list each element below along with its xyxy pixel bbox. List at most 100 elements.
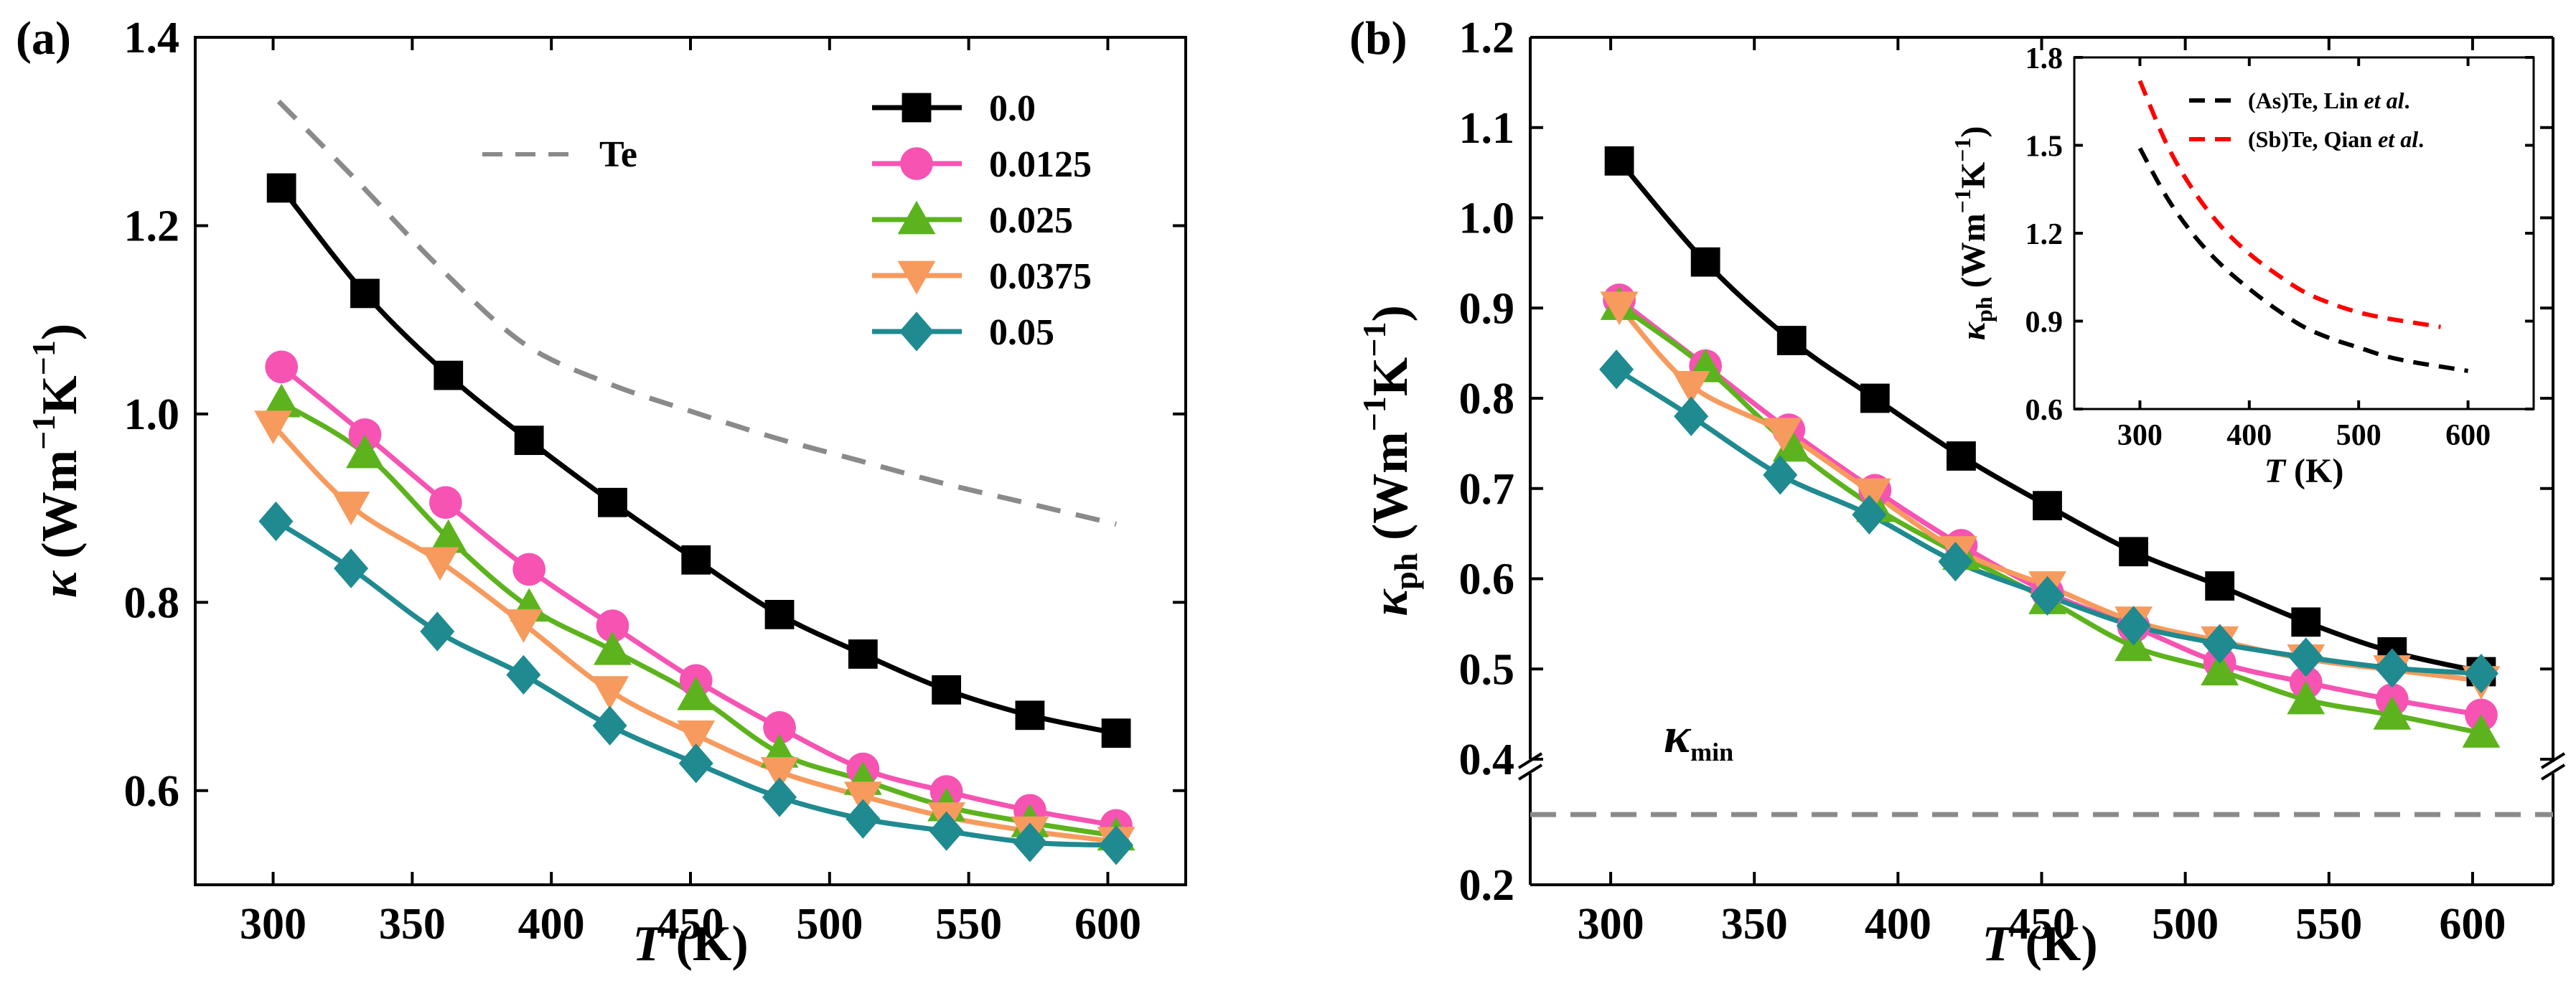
panel-b-xtick-label: 400 bbox=[1865, 900, 1931, 949]
panel-b-series-0-point bbox=[2291, 607, 2321, 637]
panel-a-xtick-label: 600 bbox=[1074, 900, 1141, 949]
panel-b-series-0-point bbox=[1690, 247, 1720, 277]
panel-b-ytick-label: 1.1 bbox=[1459, 104, 1515, 153]
inset-series-0-line bbox=[2137, 147, 2469, 373]
panel-b-series-2-point bbox=[1772, 428, 1811, 462]
panel-b-series-0-point bbox=[1947, 441, 1976, 471]
inset-series bbox=[2137, 80, 2469, 373]
legend-label-4: 0.05 bbox=[989, 312, 1054, 353]
panel-b-series bbox=[1599, 146, 2501, 748]
panel-a-series-4-point bbox=[846, 799, 881, 839]
panel-a-xtick-label: 450 bbox=[657, 900, 724, 949]
panel-b-ytick-label: 0.2 bbox=[1459, 861, 1515, 910]
panel-a-series-3-point bbox=[591, 676, 629, 710]
panel-b-series-0-point bbox=[2205, 571, 2235, 601]
legend-marker-0 bbox=[901, 93, 932, 123]
panel-a-series-2-point bbox=[594, 631, 632, 665]
panel-b-series-4-point bbox=[1938, 542, 1973, 582]
panel-b-y-title: κph (Wm−1K−1) bbox=[1356, 305, 1424, 616]
panel-a-series-0-point bbox=[932, 675, 962, 705]
panel-a-series-4-point bbox=[420, 611, 455, 652]
panel-b-ytick-label: 0.7 bbox=[1459, 465, 1515, 514]
panel-a-series-3-point bbox=[843, 781, 882, 816]
panel-b-ytick-label: 0.5 bbox=[1459, 645, 1515, 694]
panel-a-series-0-point bbox=[266, 173, 296, 203]
panel-a-label: (a) bbox=[16, 12, 71, 65]
panel-a-series-0-point bbox=[848, 639, 878, 669]
inset-ytick-label: 1.5 bbox=[2025, 131, 2064, 164]
panel-a-series-2-point bbox=[346, 434, 384, 469]
panel-b-ytick-label: 1.0 bbox=[1459, 194, 1515, 243]
inset-series-1-line bbox=[2137, 80, 2441, 329]
panel-a-series-4-point bbox=[592, 705, 627, 746]
legend-label-1: 0.0125 bbox=[989, 144, 1092, 185]
panel-a-series-1-point bbox=[265, 350, 298, 384]
panel-b-series-3-point bbox=[1672, 370, 1710, 405]
panel-a-series-2-point bbox=[677, 676, 716, 710]
panel-a-ytick-label: 1.2 bbox=[124, 202, 180, 250]
legend-items: 0.0 0.0125 0.025 0.0375 0.05 bbox=[872, 88, 1092, 353]
panel-b-ytick-label: 0.6 bbox=[1459, 555, 1515, 604]
inset-x-title: T (K) bbox=[2264, 452, 2344, 490]
panel-a-xtick-label: 300 bbox=[240, 900, 306, 949]
panel-b-series-4-point bbox=[1674, 396, 1709, 436]
inset-frame bbox=[2073, 56, 2535, 410]
panel-b-series-0-point bbox=[2033, 491, 2062, 521]
inset-ticks: 300 400 500 600 0.6 0.9 1.2 1.5 1.8 bbox=[2025, 42, 2534, 452]
legend-marker-2 bbox=[897, 200, 936, 235]
inset-ytick-label: 0.6 bbox=[2025, 394, 2064, 427]
legend-te: Te bbox=[482, 134, 637, 175]
panel-a-series-2-point bbox=[429, 519, 468, 553]
panel-a-series-0-point bbox=[1101, 718, 1131, 748]
panel-a-x-title: T (K) bbox=[632, 916, 748, 972]
inset-ytick-label: 0.9 bbox=[2025, 306, 2064, 339]
panel-b-xtick-label: 550 bbox=[2295, 900, 2362, 949]
legend-label-2: 0.025 bbox=[989, 200, 1073, 241]
panel-a-ytick-label: 0.8 bbox=[124, 578, 180, 627]
panel-a-xtick-label: 500 bbox=[796, 900, 863, 949]
panel-b-series-0-point bbox=[1604, 146, 1634, 176]
panel-a-xtick-label: 400 bbox=[518, 900, 585, 949]
panel-b-series-4-point bbox=[2288, 637, 2323, 677]
inset-xtick-label: 300 bbox=[2117, 419, 2163, 452]
panel-b-xtick-label: 350 bbox=[1721, 900, 1788, 949]
legend-marker-4 bbox=[899, 311, 934, 352]
legend-te-label: Te bbox=[599, 134, 637, 175]
inset-xtick-label: 600 bbox=[2445, 419, 2491, 452]
panel-a-series-4-point bbox=[678, 743, 713, 784]
panel-b-series-4-point bbox=[1599, 349, 1634, 390]
panel-a-series-0-point bbox=[350, 278, 380, 309]
inset-chart: 300 400 500 600 0.6 0.9 1.2 1.5 1.8 (As)Te, Lin … bbox=[1949, 42, 2535, 490]
panel-a-xtick-label: 550 bbox=[935, 900, 1002, 949]
inset-ytick-label: 1.8 bbox=[2025, 42, 2064, 75]
panel-a-series-4-point bbox=[762, 777, 797, 817]
panel-a-series-1-point bbox=[429, 486, 462, 520]
panel-a-series-3-point bbox=[421, 547, 459, 581]
kmin-label: κmin bbox=[1664, 708, 1733, 766]
panel-a-series-0-point bbox=[681, 545, 711, 575]
inset-legend-label-0: (As)Te, Lin et al. bbox=[2248, 88, 2410, 113]
panel-b-series-4-point bbox=[2463, 653, 2498, 694]
panel-b-ytick-label: 0.8 bbox=[1459, 375, 1515, 423]
panel-b-series-4-point bbox=[2374, 648, 2409, 688]
inset-legend: (As)Te, Lin et al. (Sb)Te, Qian et al. bbox=[2189, 88, 2424, 152]
panel-b-series-3-point bbox=[1764, 418, 1802, 452]
panel-a-legend: Te 0.0 0.0125 0.025 0.0375 0.05 bbox=[482, 88, 1092, 353]
panel-a-series-1-point bbox=[596, 609, 629, 642]
panel-a-series-4-point bbox=[334, 548, 369, 588]
panel-b-label: (b) bbox=[1349, 12, 1408, 65]
panel-b-series-3-point bbox=[1853, 478, 1891, 512]
panel-b-series-2-point bbox=[2373, 695, 2412, 730]
te-reference-line bbox=[276, 99, 1117, 527]
panel-a: (a) 300 350 400 450 500 550 600 0.6 0.8 1.0 1.2 1.4… bbox=[16, 12, 1187, 972]
panel-b-series-2-point bbox=[2462, 714, 2501, 748]
panel-a-series-4-point bbox=[506, 654, 541, 695]
panel-a-series-3-point bbox=[254, 410, 292, 445]
panel-a-ytick-label: 1.0 bbox=[124, 390, 180, 439]
legend-label-3: 0.0375 bbox=[989, 256, 1092, 297]
inset-xtick-label: 500 bbox=[2336, 419, 2381, 452]
panel-b-ytick-label: 0.9 bbox=[1459, 284, 1515, 333]
panel-a-series-1-point bbox=[512, 553, 545, 586]
panel-b-series-4-point bbox=[2116, 606, 2151, 646]
